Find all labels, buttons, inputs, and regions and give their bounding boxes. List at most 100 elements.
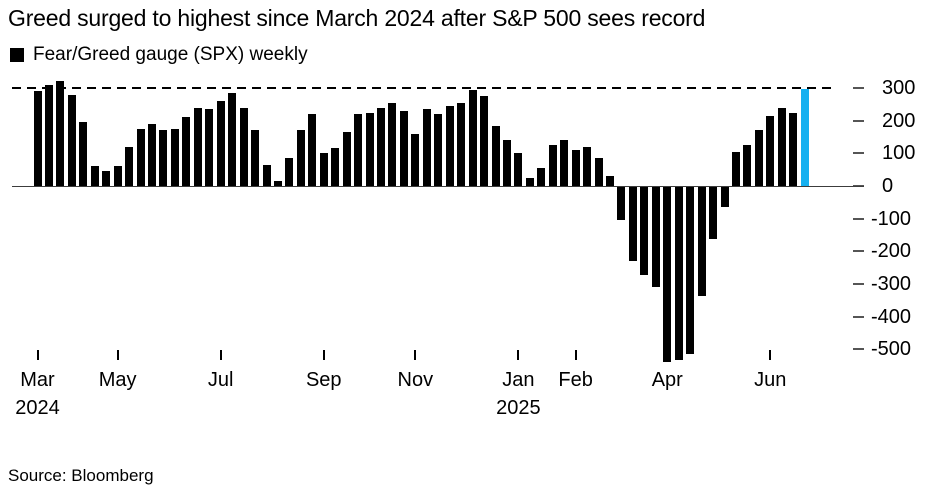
x-axis-year-label: 2025 (496, 397, 541, 419)
bar (56, 81, 65, 186)
bar (537, 168, 546, 186)
y-axis-label: -200 (871, 240, 912, 263)
highlight-bar (800, 88, 809, 186)
bar (331, 148, 340, 186)
bar (399, 110, 408, 186)
y-axis-label: 100 (882, 142, 916, 165)
bar (342, 132, 351, 186)
y-axis-tick (853, 250, 864, 253)
bar (617, 187, 626, 220)
bar (606, 176, 614, 186)
bar (514, 153, 523, 186)
bar (170, 128, 179, 186)
x-axis-tick (414, 350, 417, 360)
bar (125, 146, 134, 186)
x-axis-tick (574, 350, 577, 360)
bar (102, 171, 111, 186)
y-axis-tick (853, 152, 864, 155)
bar (216, 101, 225, 186)
bar (743, 145, 752, 186)
bar (193, 107, 202, 186)
legend-swatch-icon (10, 48, 24, 62)
bar (583, 146, 592, 186)
bar (285, 158, 294, 186)
y-axis-label: -100 (871, 207, 912, 230)
x-axis-tick (219, 350, 222, 360)
bar (468, 89, 477, 186)
x-axis-tick (769, 350, 772, 360)
x-axis-label: Jan (502, 369, 535, 391)
y-axis-label: 200 (882, 109, 916, 132)
bar (548, 145, 557, 186)
bar (262, 164, 271, 186)
bar (445, 105, 454, 186)
bar (182, 117, 191, 186)
bar (354, 114, 363, 186)
y-axis-label: 0 (882, 175, 894, 197)
bar (296, 130, 305, 186)
bar (777, 107, 786, 186)
bar (273, 181, 282, 186)
bar (90, 166, 99, 186)
bar (319, 153, 328, 186)
bar (731, 151, 740, 186)
bar (674, 187, 683, 361)
bar (663, 187, 672, 362)
bar (113, 166, 122, 186)
bar (480, 96, 489, 186)
bar (239, 107, 248, 186)
y-axis-tick (853, 283, 864, 285)
chart-title: Greed surged to highest since March 2024… (8, 5, 706, 31)
chart-legend: Fear/Greed gauge (SPX) weekly (10, 44, 308, 66)
y-axis-label: -500 (871, 338, 912, 361)
bar (411, 133, 420, 186)
bar (377, 107, 385, 186)
bar (766, 115, 775, 186)
zero-axis-line (12, 186, 864, 187)
bar (560, 140, 569, 186)
bar (365, 112, 374, 186)
bar (502, 140, 511, 186)
bar (754, 130, 763, 186)
bar (422, 109, 431, 186)
bar (640, 187, 649, 276)
x-axis-year-label: 2024 (15, 397, 60, 419)
bar (594, 158, 603, 186)
bar (628, 187, 637, 261)
y-axis-label: -400 (871, 305, 912, 328)
y-axis-tick (853, 87, 864, 89)
x-axis-tick (322, 350, 325, 360)
bar (525, 177, 534, 186)
bar (571, 150, 580, 186)
x-axis-label: Sep (305, 369, 342, 391)
y-axis-tick (853, 217, 864, 220)
bar (308, 114, 317, 186)
x-axis-label: Mar (20, 369, 55, 391)
bar (709, 187, 718, 240)
bar (697, 187, 706, 297)
x-axis-label: Apr (651, 369, 683, 391)
x-axis-label: Jul (207, 369, 234, 391)
bar (228, 92, 237, 186)
y-axis-label: 300 (882, 77, 916, 99)
bar (148, 123, 156, 186)
bar (651, 187, 660, 287)
bar (457, 102, 466, 186)
y-axis-tick (853, 348, 864, 351)
bar (159, 130, 168, 186)
x-axis-tick (36, 350, 39, 360)
y-axis-label: -300 (871, 273, 912, 295)
x-axis-tick (116, 350, 119, 360)
x-axis-tick (517, 350, 520, 360)
bar (79, 122, 88, 186)
bar (33, 91, 42, 186)
bar (491, 125, 500, 186)
y-axis-tick (853, 119, 864, 122)
bar (44, 84, 53, 186)
source-label: Source: Bloomberg (8, 466, 154, 485)
bar (686, 187, 695, 354)
bar (67, 94, 76, 186)
legend-label: Fear/Greed gauge (SPX) weekly (33, 44, 308, 65)
